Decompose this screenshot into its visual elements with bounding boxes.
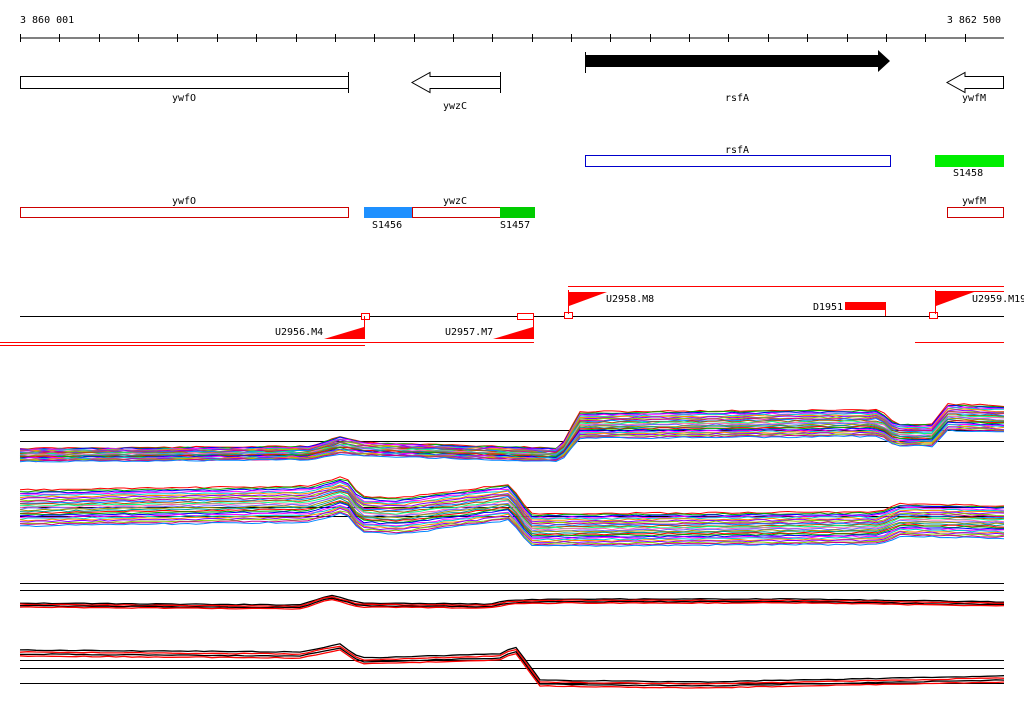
S1456-box[interactable] (364, 207, 412, 218)
expression-profile-line (19, 407, 1005, 452)
ywfO-red-label: ywfO (172, 196, 196, 207)
expression-profile-line (19, 504, 1005, 540)
S1456-label: S1456 (372, 220, 402, 231)
gene-rsfA-label: rsfA (725, 93, 749, 104)
expression-panel-3 (19, 583, 1005, 610)
expression-profile-line (19, 597, 1004, 609)
expression-profile-line (19, 598, 1005, 610)
annotation-row-1: rsfA S1458 (585, 145, 1004, 179)
S1457-label: S1457 (500, 220, 530, 231)
expression-profile-line (19, 596, 1004, 608)
expression-profile-line (19, 496, 1005, 533)
expression-panel-4 (19, 643, 1005, 689)
U2958-label: U2958.M8 (606, 294, 654, 305)
expression-profile-line (19, 505, 1005, 541)
expression-profile-line (19, 404, 1005, 451)
expression-profile-line (19, 408, 1005, 453)
expression-profile-line (19, 411, 1005, 454)
S1458-box[interactable] (935, 155, 1004, 167)
expression-profile-line (19, 512, 1005, 547)
expression-profile-line (19, 486, 1005, 524)
expression-panel-2 (19, 476, 1005, 547)
panel2-profiles (19, 476, 1005, 547)
rsfA-annotation-box[interactable] (585, 155, 891, 167)
expression-profile-line (19, 643, 1005, 683)
U2958-flag[interactable] (569, 292, 607, 306)
coordinate-axis: 3 860 001 3 862 500 (20, 15, 1004, 42)
expression-profile-line (19, 492, 1005, 530)
U2959-flag[interactable] (936, 292, 974, 306)
gene-ywfO-box[interactable] (20, 76, 349, 89)
ywfM-red-label: ywfM (962, 196, 986, 207)
expression-profile-line (19, 497, 1005, 535)
ywfO-red-box[interactable] (20, 207, 349, 218)
U2957-marker (517, 313, 534, 320)
expression-profile-line (19, 490, 1005, 527)
S1458-label: S1458 (953, 168, 983, 179)
coord-end-label: 3 862 500 (947, 15, 1001, 26)
U2957-flag[interactable] (493, 327, 533, 339)
U2956-flag[interactable] (324, 327, 364, 339)
U2957-label: U2957.M7 (445, 327, 493, 338)
expression-profile-line (19, 476, 1005, 515)
expression-profile-line (20, 594, 1005, 606)
axis-ticks (20, 34, 966, 42)
D1951-box[interactable] (845, 302, 885, 310)
panel4-profiles (19, 643, 1005, 689)
coord-start-label: 3 860 001 (20, 15, 74, 26)
gene-ywfM-arrow[interactable] (945, 71, 1004, 94)
expression-profile-line (19, 425, 1005, 461)
U2956-marker (361, 313, 370, 320)
expression-profile-line (19, 494, 1005, 531)
expression-profile-line (19, 485, 1005, 523)
U2959-marker (929, 312, 938, 319)
gene-ywzC-label: ywzC (443, 101, 467, 112)
feature-track: U2956.M4 U2957.M7 U2958.M8 D1951 U2959.M… (0, 286, 1024, 346)
gene-ywfM-label: ywfM (962, 93, 986, 104)
D1951-label: D1951 (813, 302, 843, 313)
expression-profile-line (19, 511, 1005, 547)
S1457-box[interactable] (500, 207, 535, 218)
ywzC-red-box[interactable] (412, 207, 501, 218)
expression-profile-line (20, 647, 1005, 687)
U2959-label: U2959.M19 (972, 294, 1024, 305)
expression-profile-line (19, 649, 1005, 689)
expression-profile-line (19, 481, 1005, 520)
gene-ywfO-label: ywfO (172, 93, 196, 104)
expression-profile-line (19, 479, 1005, 518)
expression-profile-line (19, 429, 1005, 463)
rsfA-annotation-label: rsfA (725, 145, 749, 156)
expression-panel-1 (19, 403, 1005, 463)
U2956-label: U2956.M4 (275, 327, 323, 338)
annotation-row-2: ywfO S1456 ywzC S1457 ywfM (20, 196, 1004, 231)
expression-profile-line (19, 484, 1005, 522)
panel1-profiles (19, 403, 1005, 463)
expression-profile-line (19, 501, 1005, 537)
expression-profile-line (19, 645, 1005, 685)
gene-rsfA-arrow[interactable] (585, 50, 890, 72)
gene-track: ywfO ywzC rsfA ywfM (20, 50, 1004, 112)
gene-ywzC-arrow[interactable] (410, 71, 501, 94)
ywfM-red-box[interactable] (947, 207, 1004, 218)
ywzC-red-label: ywzC (443, 196, 467, 207)
panel3-profiles (19, 594, 1005, 610)
